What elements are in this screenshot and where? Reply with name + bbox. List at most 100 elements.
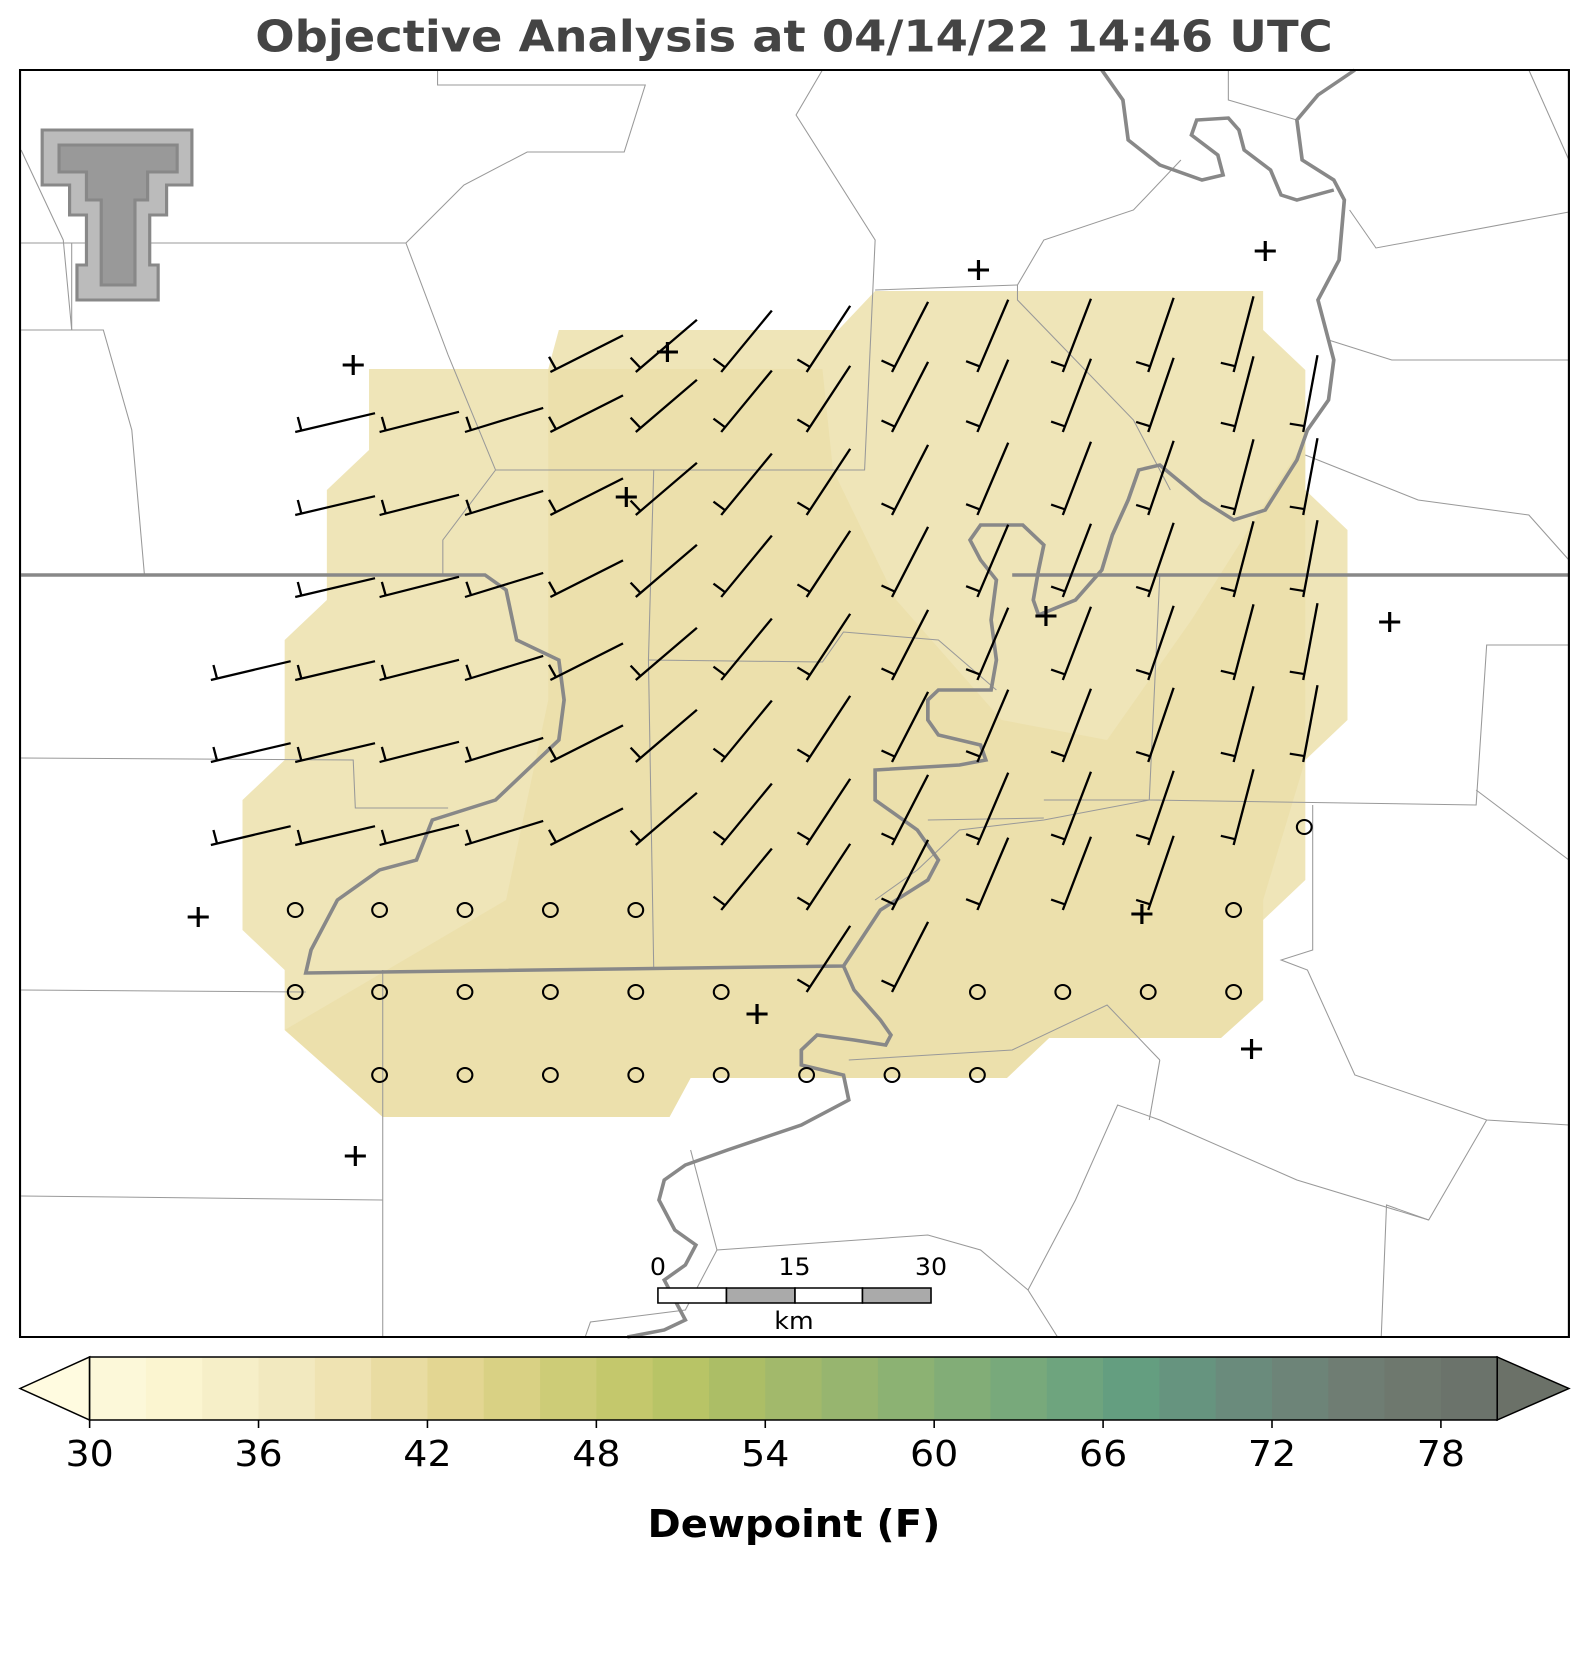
barb-staff (890, 921, 930, 993)
barb-staff (890, 839, 930, 911)
colorbar-tick-label: 60 (910, 1433, 958, 1475)
barb-tick (548, 746, 557, 760)
barb-tick (380, 416, 387, 431)
colorbar-tick-label: 54 (741, 1433, 789, 1475)
barb-staff (210, 825, 291, 847)
barb-tick (380, 664, 387, 679)
barb-tick (1289, 670, 1305, 676)
colorbar-segment (89, 1357, 147, 1420)
barb-staff (1061, 606, 1093, 681)
barb-staff (1061, 441, 1093, 516)
calm-station (286, 984, 304, 1000)
colorbar-segment (371, 1357, 428, 1420)
barb-tick (712, 357, 726, 369)
barb-staff (635, 543, 698, 598)
title: Objective Analysis at 04/14/22 14:46 UTC (255, 11, 1332, 63)
colorbar-segment (427, 1357, 485, 1420)
barb-tick (1050, 750, 1066, 758)
barb-staff (805, 305, 852, 373)
barb-staff (635, 626, 698, 681)
colorbar-segment (1103, 1357, 1160, 1420)
barb-staff (720, 369, 773, 433)
colorbar-segment (1215, 1357, 1273, 1420)
barb-tick (380, 581, 387, 596)
barb-staff (1147, 835, 1175, 911)
barb-staff (1302, 519, 1319, 598)
barb-tick (548, 581, 557, 595)
barb-tick (1135, 833, 1151, 841)
barb-tick (712, 582, 726, 594)
station-marker (1241, 1039, 1263, 1059)
calm-station (712, 1067, 730, 1083)
calm-station (456, 902, 474, 918)
colorbar-segment (596, 1357, 654, 1420)
colorbar-segment (708, 1357, 766, 1420)
barb-tick (1135, 360, 1151, 368)
colorbar-segment (202, 1357, 260, 1420)
colorbar-tick-label: 48 (572, 1433, 620, 1475)
calm-station (456, 1067, 474, 1083)
barb-staff (890, 526, 930, 598)
barb-staff (549, 724, 624, 763)
barb-tick (712, 895, 726, 907)
barb-tick (548, 416, 557, 430)
calm-station (627, 984, 645, 1000)
barb-staff (635, 708, 698, 763)
barb-tick (881, 584, 896, 593)
barb-tick (881, 979, 896, 988)
colorbar-extend-high (1496, 1355, 1571, 1422)
barb-tick (881, 749, 896, 758)
barb-tick (881, 897, 896, 906)
barb-tick (965, 503, 981, 511)
barb-staff (379, 575, 460, 599)
barb-tick (796, 501, 811, 511)
barb-tick (1050, 360, 1066, 368)
barb-tick (1135, 585, 1151, 593)
colorbar-segment (652, 1357, 710, 1420)
barb-tick (629, 746, 642, 759)
barb-staff (464, 654, 544, 682)
colorbar-segment (314, 1357, 372, 1420)
barb-tick (965, 833, 981, 841)
barb-tick (796, 358, 811, 368)
barb-tick (465, 746, 473, 761)
station-marker (967, 260, 990, 280)
barb-staff (464, 571, 544, 599)
barb-staff (379, 740, 460, 764)
barb-tick (296, 829, 303, 844)
calm-station (968, 1067, 986, 1083)
barb-staff (805, 448, 852, 516)
barb-staff (1232, 439, 1255, 516)
scale-tick-label: 0 (650, 1252, 666, 1280)
barb-staff (805, 613, 852, 681)
barb-staff (1232, 521, 1255, 598)
barb-staff (635, 378, 698, 433)
colorbar-tick-label: 78 (1417, 1433, 1465, 1475)
barb-tick (629, 416, 642, 429)
barb-tick (1135, 503, 1151, 511)
barb-tick (1289, 505, 1305, 511)
barb-tick (548, 664, 557, 678)
colorbar-segment (990, 1357, 1048, 1420)
barb-tick (1289, 752, 1305, 758)
barb-staff (549, 477, 624, 516)
barb-tick (881, 667, 896, 676)
barb-staff (1232, 604, 1255, 681)
calm-station (627, 1067, 645, 1083)
calm-station (541, 1067, 559, 1083)
barb-staff (379, 658, 460, 682)
barb-staff (1232, 769, 1255, 846)
scale-bar (657, 1287, 932, 1304)
barb-staff (976, 359, 1010, 433)
barb-staff (464, 819, 544, 847)
barb-tick (548, 829, 557, 843)
calm-station (286, 902, 304, 918)
barb-staff (294, 742, 376, 764)
barb-tick (796, 583, 811, 593)
barb-tick (380, 746, 387, 761)
barb-tick (796, 748, 811, 758)
barb-tick (1135, 898, 1151, 906)
barb-tick (629, 581, 642, 594)
barb-staff (890, 301, 930, 373)
colorbar-segment (934, 1357, 992, 1420)
